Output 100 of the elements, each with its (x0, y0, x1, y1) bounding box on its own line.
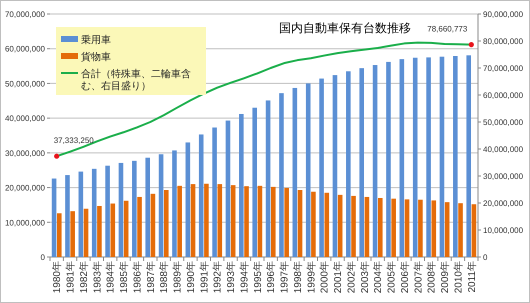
x-tick-label: 1980年 (51, 261, 64, 294)
x-tick-label: 2002年 (345, 261, 358, 294)
bar (319, 78, 324, 257)
x-tick-label: 2006年 (398, 261, 411, 294)
x-tick-label: 2007年 (412, 261, 424, 294)
y2-tick-label: 50,000,000 (483, 118, 524, 127)
x-tick-label: 1983年 (91, 261, 104, 294)
bar (92, 168, 97, 257)
bar (172, 150, 177, 257)
y2-tick-label: 0 (483, 253, 488, 262)
bar (105, 166, 110, 257)
bar (298, 190, 302, 257)
bar (65, 175, 70, 257)
bar (466, 55, 472, 257)
bar (145, 158, 150, 257)
bar (404, 199, 410, 257)
bar (292, 88, 298, 257)
bar (372, 65, 378, 257)
bar (198, 134, 204, 257)
bar (177, 186, 182, 257)
bar (204, 184, 209, 257)
bar (284, 188, 289, 257)
x-tick-label: 1995年 (252, 261, 264, 294)
bar (351, 196, 356, 257)
y2-tick-label: 90,000,000 (483, 10, 524, 19)
bar (110, 204, 116, 257)
bar (230, 185, 236, 257)
bar (359, 68, 364, 257)
bar (346, 71, 351, 257)
x-tick-label: 1996年 (265, 261, 278, 294)
bar (239, 114, 244, 257)
x-tick-label: 1991年 (198, 261, 210, 294)
legend-label: 乗用車 (81, 34, 111, 46)
x-tick-label: 1981年 (64, 261, 77, 294)
bar (440, 56, 444, 257)
x-tick-label: 2001年 (332, 261, 344, 294)
x-tick-label: 1990年 (184, 261, 197, 294)
x-tick-label: 1986年 (131, 261, 144, 294)
bar (332, 75, 338, 257)
legend-label: 貨物車 (81, 51, 111, 63)
x-tick-label: 2011年 (466, 261, 478, 293)
y-tick-label: 20,000,000 (4, 184, 46, 193)
bar (137, 196, 142, 257)
bar (158, 154, 164, 257)
bar (252, 108, 258, 257)
x-tick-label: 1993年 (225, 261, 238, 294)
bar (266, 100, 270, 257)
bar (84, 208, 88, 257)
bar (324, 192, 330, 257)
bar (426, 57, 431, 257)
bar (70, 211, 75, 257)
bar (311, 192, 316, 257)
y2-tick-label: 70,000,000 (483, 64, 524, 73)
x-tick-label: 1985年 (118, 261, 130, 294)
y2-tick-label: 20,000,000 (483, 199, 524, 208)
y2-tick-label: 80,000,000 (483, 37, 524, 46)
bar (386, 62, 391, 257)
bar (306, 83, 311, 257)
x-tick-label: 1992年 (212, 261, 224, 294)
y-tick-label: 60,000,000 (4, 44, 46, 54)
x-tick-label: 2005年 (386, 261, 398, 294)
bar (217, 184, 222, 257)
bar (400, 59, 404, 257)
bar (378, 198, 383, 257)
bar (472, 204, 476, 257)
bar (97, 206, 102, 257)
bar (338, 194, 342, 257)
x-tick-label: 1999年 (305, 261, 318, 294)
x-tick-label: 1989年 (172, 261, 184, 294)
x-tick-label: 2003年 (358, 261, 371, 294)
bar (124, 200, 128, 257)
bar (279, 93, 284, 257)
bar (453, 56, 458, 257)
y-tick-label: 50,000,000 (4, 79, 46, 88)
x-tick-label: 1994年 (238, 261, 250, 294)
data-label: 37,333,250 (54, 136, 94, 146)
x-tick-label: 1982年 (78, 261, 90, 294)
y2-tick-label: 10,000,000 (483, 226, 524, 235)
bar (78, 172, 84, 257)
bar (118, 162, 124, 257)
y-tick-label: 0 (40, 253, 46, 262)
bar (391, 198, 396, 257)
bar (52, 178, 56, 257)
y2-tick-label: 40,000,000 (483, 145, 524, 154)
y-tick-label: 70,000,000 (4, 10, 46, 19)
data-label: 78,660,773 (427, 24, 468, 34)
x-tick-label: 2008年 (426, 261, 438, 294)
y2-tick-label: 30,000,000 (483, 172, 524, 181)
x-tick-label: 1984年 (104, 261, 117, 294)
bar (132, 160, 137, 257)
bar (458, 203, 463, 257)
y2-tick-label: 60,000,000 (483, 91, 524, 100)
bar (244, 186, 249, 257)
x-tick-label: 1987年 (144, 261, 157, 294)
bar (364, 196, 370, 257)
legend-label: 合計（特殊車、二輪車含む、右目盛り） (81, 68, 191, 92)
bar (150, 194, 156, 257)
bar (431, 200, 436, 257)
bar (190, 184, 196, 257)
bar (270, 186, 276, 257)
